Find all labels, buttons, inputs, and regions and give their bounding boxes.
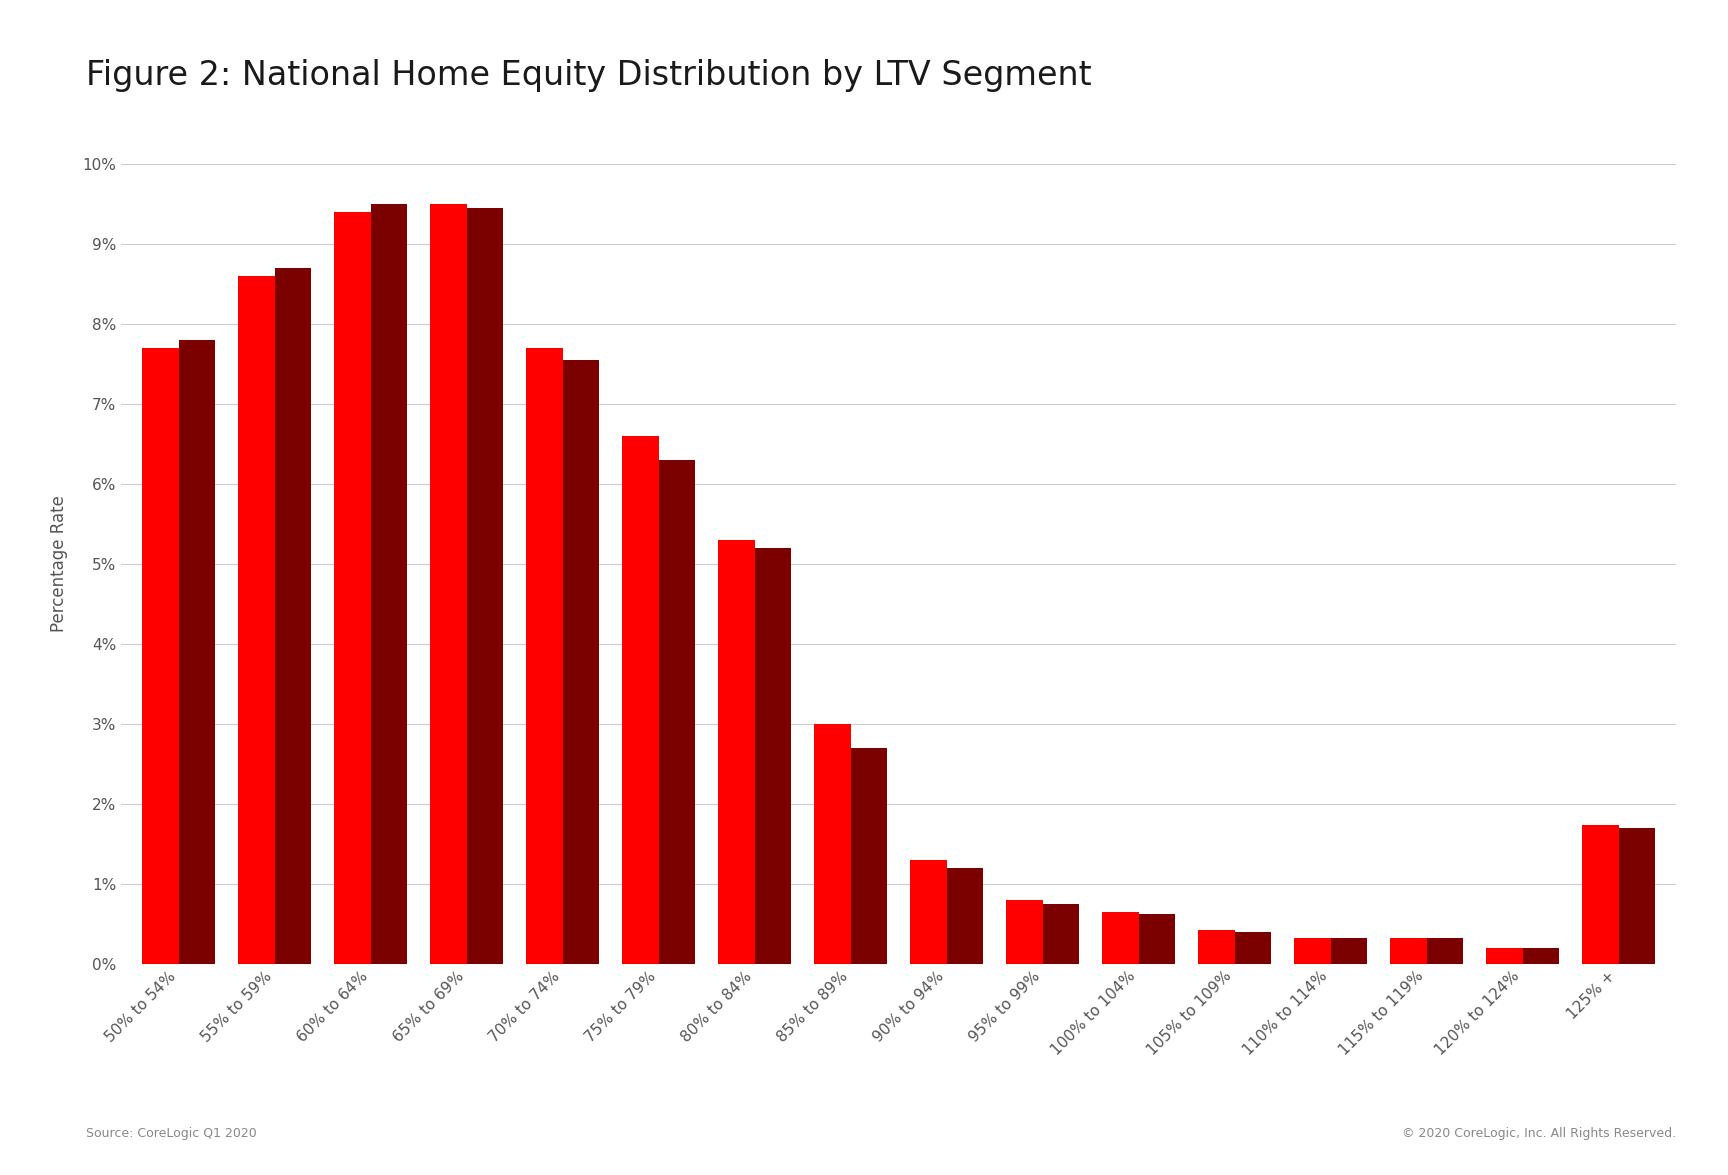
Bar	[275, 268, 311, 964]
Bar	[238, 276, 275, 964]
Bar	[1102, 912, 1139, 964]
Bar	[814, 724, 850, 963]
Bar	[178, 341, 214, 964]
Bar	[755, 548, 791, 964]
Bar	[142, 348, 178, 964]
Bar	[525, 348, 563, 964]
Text: Source: CoreLogic Q1 2020: Source: CoreLogic Q1 2020	[86, 1127, 257, 1140]
Bar	[1389, 938, 1427, 964]
Bar	[1294, 938, 1331, 964]
Bar	[334, 213, 370, 964]
Bar	[947, 867, 983, 963]
Bar	[658, 461, 695, 964]
Bar	[719, 540, 755, 964]
Bar	[1139, 914, 1175, 963]
Bar	[370, 204, 408, 963]
Bar	[430, 204, 467, 963]
Bar	[1234, 932, 1272, 964]
Bar	[1198, 929, 1234, 964]
Bar	[1486, 947, 1522, 964]
Bar	[911, 860, 947, 964]
Bar	[467, 208, 503, 964]
Bar	[1583, 825, 1619, 963]
Bar	[1619, 827, 1655, 963]
Bar	[1522, 948, 1559, 963]
Text: Figure 2: National Home Equity Distribution by LTV Segment: Figure 2: National Home Equity Distribut…	[86, 59, 1092, 92]
Bar	[1042, 904, 1078, 964]
Bar	[622, 436, 658, 964]
Bar	[563, 361, 600, 963]
Bar	[850, 747, 886, 964]
Bar	[1331, 938, 1367, 964]
Y-axis label: Percentage Rate: Percentage Rate	[50, 496, 69, 632]
Bar	[1427, 938, 1464, 964]
Text: © 2020 CoreLogic, Inc. All Rights Reserved.: © 2020 CoreLogic, Inc. All Rights Reserv…	[1401, 1127, 1676, 1140]
Bar	[1006, 900, 1042, 964]
